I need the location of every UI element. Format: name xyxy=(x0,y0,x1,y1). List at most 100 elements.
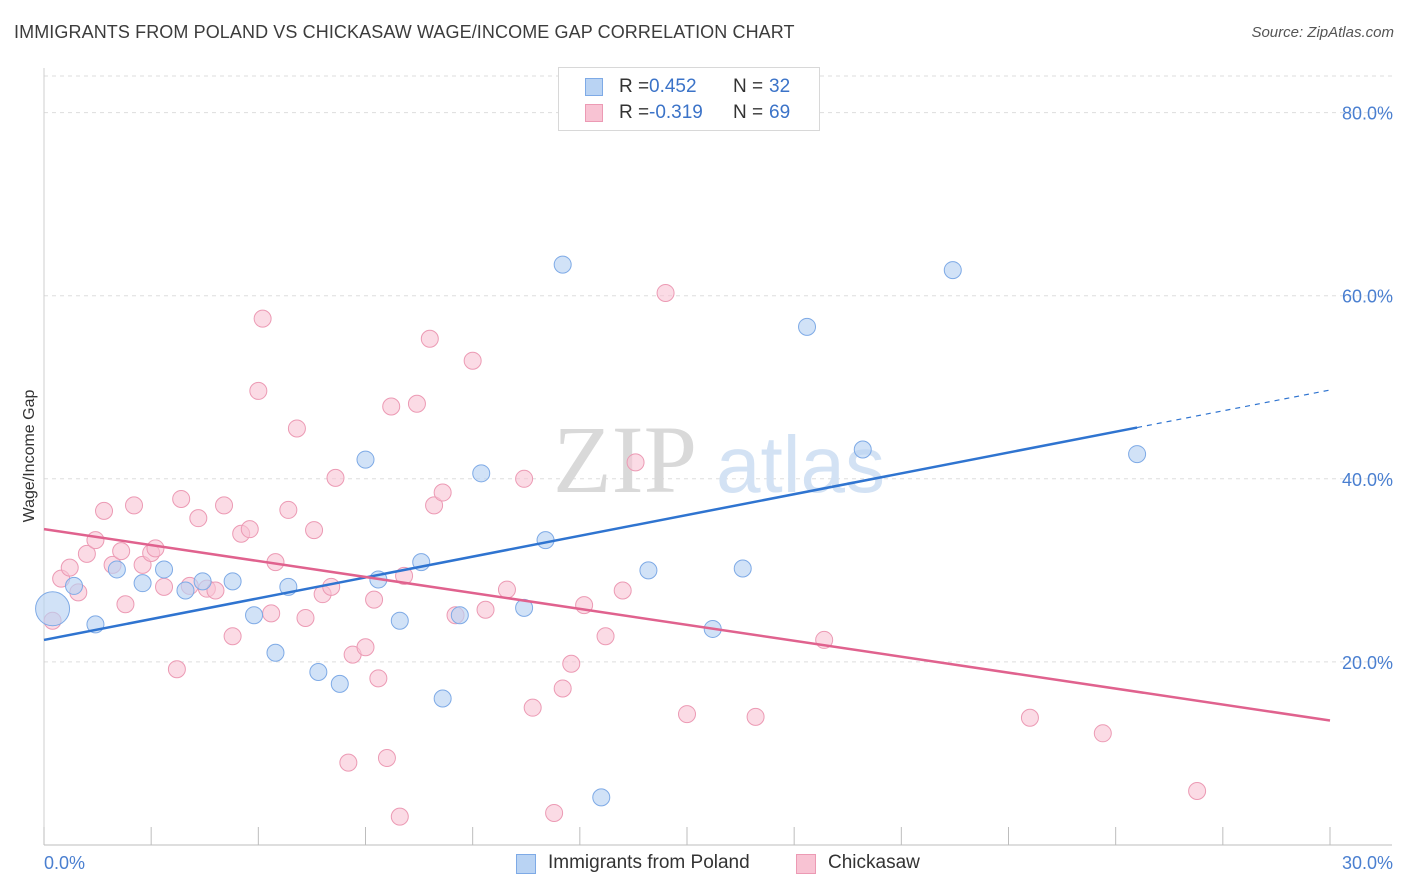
poland-point xyxy=(356,450,375,469)
legend-swatch-chickasaw xyxy=(585,104,603,122)
chickasaw-point xyxy=(95,501,114,520)
chickasaw-point xyxy=(189,509,208,528)
poland-point xyxy=(193,572,212,591)
legend-r-label: R = xyxy=(619,76,650,97)
watermark: ZIP atlas xyxy=(553,406,885,513)
chickasaw-point xyxy=(523,698,542,717)
x-tick-labels: 0.0% 30.0% xyxy=(44,853,1393,873)
chickasaw-trend-line xyxy=(43,527,1331,722)
chickasaw-point xyxy=(262,604,281,623)
chickasaw-point xyxy=(1188,781,1207,800)
chickasaw-point xyxy=(77,544,96,563)
poland-point xyxy=(390,611,409,630)
chickasaw-point xyxy=(433,483,452,502)
chickasaw-point xyxy=(497,580,516,599)
poland-point xyxy=(943,261,962,280)
y-tick-label: 80.0% xyxy=(1342,104,1393,124)
poland-point xyxy=(733,559,752,578)
chickasaw-point xyxy=(365,590,384,609)
poland-point xyxy=(553,255,572,274)
legend-n-label: N = xyxy=(733,102,764,123)
correlation-legend: R = 0.452 N = 32 R = -0.319 N = 69 xyxy=(558,67,820,131)
chickasaw-point xyxy=(279,500,298,519)
poland-point xyxy=(266,643,285,662)
chickasaw-point xyxy=(86,531,105,550)
chickasaw-point xyxy=(545,803,564,822)
chickasaw-point xyxy=(125,496,144,515)
legend-n-value: 32 xyxy=(769,76,791,97)
legend-swatch-poland xyxy=(585,78,603,96)
chickasaw-point xyxy=(596,627,615,646)
chickasaw-point xyxy=(476,600,495,619)
legend-r-value: 0.452 xyxy=(649,76,697,97)
chickasaw-point xyxy=(356,638,375,657)
chickasaw-point xyxy=(1020,708,1039,727)
chickasaw-point xyxy=(339,753,358,772)
chickasaw-point xyxy=(407,394,426,413)
x-tick-label: 0.0% xyxy=(44,853,85,873)
poland-point xyxy=(450,606,469,625)
chickasaw-point xyxy=(223,627,242,646)
poland-point xyxy=(309,662,328,681)
poland-trend-line xyxy=(43,426,1138,642)
y-tick-label: 20.0% xyxy=(1342,653,1393,673)
legend-r-value: -0.319 xyxy=(649,102,703,123)
chickasaw-point xyxy=(515,469,534,488)
chickasaw-point xyxy=(249,381,268,400)
chickasaw-point xyxy=(613,581,632,600)
x-tick-label: 30.0% xyxy=(1342,853,1393,873)
y-tick-label: 40.0% xyxy=(1342,470,1393,490)
poland-point xyxy=(223,572,242,591)
poland-point xyxy=(35,591,71,627)
chickasaw-point xyxy=(420,329,439,348)
chickasaw-point xyxy=(287,419,306,438)
poland-point xyxy=(176,581,195,600)
chickasaw-point xyxy=(377,749,396,768)
chickasaw-point xyxy=(562,654,581,673)
chickasaw-point xyxy=(326,468,345,487)
poland-point xyxy=(639,561,658,580)
chickasaw-point xyxy=(146,539,165,558)
chickasaw-point xyxy=(305,521,324,540)
chickasaw-point xyxy=(425,496,444,515)
y-tick-labels: 20.0% 40.0% 60.0% 80.0% xyxy=(1342,104,1393,673)
source-label: Source: ZipAtlas.com xyxy=(1251,24,1394,41)
poland-trend-extension xyxy=(1136,389,1331,429)
chickasaw-point xyxy=(172,489,191,508)
chickasaw-point xyxy=(253,309,272,328)
legend-r-label: R = xyxy=(619,102,650,123)
watermark-atlas: atlas xyxy=(716,420,885,509)
poland-point xyxy=(798,317,817,336)
bottom-legend-label-poland: Immigrants from Poland xyxy=(548,852,750,873)
chickasaw-point xyxy=(369,669,388,688)
bottom-legend-swatch-chickasaw xyxy=(796,854,816,874)
chart-title: IMMIGRANTS FROM POLAND VS CHICKASAW WAGE… xyxy=(14,22,795,42)
chickasaw-point xyxy=(296,608,315,627)
y-axis-label: Wage/Income Gap xyxy=(21,390,38,523)
chickasaw-point xyxy=(215,496,234,515)
grid xyxy=(44,75,1392,663)
chickasaw-point xyxy=(240,520,259,539)
watermark-zip: ZIP xyxy=(553,406,697,513)
chickasaw-point xyxy=(746,707,765,726)
poland-point xyxy=(107,560,126,579)
poland-point xyxy=(65,576,84,595)
chickasaw-point xyxy=(463,351,482,370)
chickasaw-point xyxy=(322,577,341,596)
chickasaw-point xyxy=(155,577,174,596)
chickasaw-point xyxy=(1093,724,1112,743)
bottom-legend-label-chickasaw: Chickasaw xyxy=(828,852,920,873)
axes xyxy=(43,68,1392,846)
bottom-legend-swatch-poland xyxy=(516,854,536,874)
chickasaw-point xyxy=(116,595,135,614)
chickasaw-point xyxy=(382,397,401,416)
chickasaw-point xyxy=(626,453,645,472)
legend-n-value: 69 xyxy=(769,102,791,123)
y-tick-label: 60.0% xyxy=(1342,287,1393,307)
chickasaw-point xyxy=(167,660,186,679)
chickasaw-point xyxy=(656,283,675,302)
chickasaw-point xyxy=(390,807,409,826)
series-poland-points xyxy=(35,255,1147,807)
poland-point xyxy=(472,464,491,483)
